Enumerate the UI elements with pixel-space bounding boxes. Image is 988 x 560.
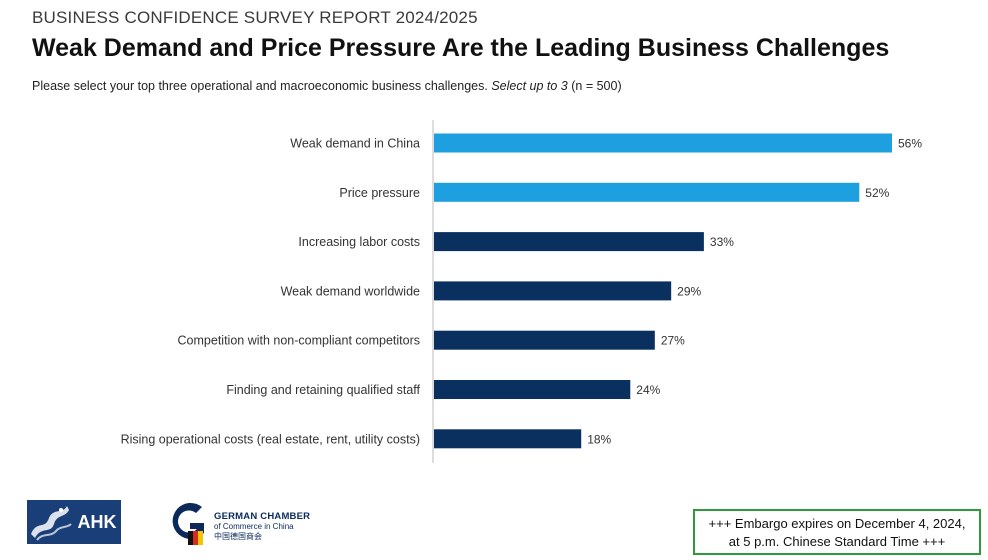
bar: [434, 281, 672, 301]
gcc-name: GERMAN CHAMBER: [214, 511, 311, 522]
category-label: Increasing labor costs: [298, 235, 420, 249]
bar: [434, 182, 860, 202]
embargo-line-1: +++ Embargo expires on December 4, 2024,: [708, 516, 966, 531]
category-label: Finding and retaining qualified staff: [226, 383, 420, 397]
category-label: Weak demand worldwide: [281, 284, 420, 298]
category-label: Price pressure: [339, 186, 420, 200]
bar: [434, 429, 582, 449]
bar: [434, 232, 704, 252]
german-chamber-logo: GERMAN CHAMBER of Commerce in China 中国德国…: [164, 499, 324, 547]
category-label: Competition with non-compliant competito…: [178, 334, 420, 348]
value-label: 18%: [587, 432, 611, 446]
gcc-subname: of Commerce in China: [214, 522, 294, 531]
subtitle-instruction: Select up to 3: [491, 79, 568, 93]
bars-layer: Weak demand in China 56% Price pressure 52%…: [121, 120, 922, 463]
value-label: 56%: [898, 137, 922, 151]
subtitle-question: Please select your top three operational…: [32, 79, 488, 93]
category-label: Rising operational costs (real estate, r…: [121, 432, 420, 446]
report-kicker: BUSINESS CONFIDENCE SURVEY REPORT 2024/2…: [32, 8, 478, 27]
german-chamber-text: GERMAN CHAMBER of Commerce in China 中国德国…: [214, 512, 310, 542]
ahk-dragon-icon: AHK: [27, 500, 121, 544]
embargo-notice: +++ Embargo expires on December 4, 2024,…: [693, 509, 981, 555]
subtitle-sample-size: (n = 500): [571, 79, 622, 93]
chart-subtitle: Please select your top three operational…: [32, 79, 622, 93]
category-label: Weak demand in China: [290, 137, 420, 151]
value-label: 24%: [636, 383, 660, 397]
ahk-logo: AHK: [27, 500, 121, 544]
page-title: Weak Demand and Price Pressure Are the L…: [32, 34, 890, 62]
bar: [434, 330, 655, 350]
value-label: 52%: [865, 186, 889, 200]
german-chamber-g-icon: [172, 502, 204, 545]
value-label: 27%: [661, 334, 685, 348]
embargo-line-2: at 5 p.m. Chinese Standard Time +++: [728, 534, 946, 549]
ahk-logo-text: AHK: [78, 512, 117, 532]
gcc-chinese-name: 中国德国商会: [214, 532, 262, 541]
bar: [434, 133, 892, 153]
value-label: 33%: [710, 235, 734, 249]
value-label: 29%: [677, 284, 701, 298]
bar: [434, 380, 631, 399]
bar-chart: Weak demand in China 56% Price pressure 52%…: [121, 120, 922, 463]
